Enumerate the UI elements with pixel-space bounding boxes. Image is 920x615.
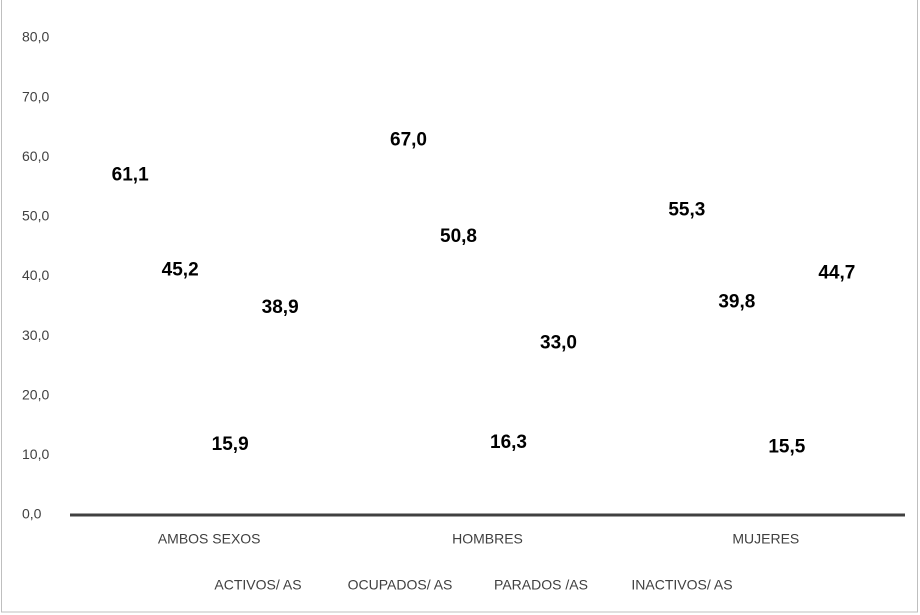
y-tick-label: 50,0 [22,208,49,224]
value-label: 15,5 [768,437,805,458]
y-tick-label: 10,0 [22,446,49,462]
y-tick-label: 30,0 [22,327,49,343]
y-tick-label: 0,0 [22,506,42,522]
value-label: 33,0 [540,332,577,353]
value-label: 38,9 [262,297,299,318]
value-label: 55,3 [668,199,705,220]
x-tick-label: MUJERES [732,531,799,547]
value-label: 61,1 [112,165,149,186]
legend-label: INACTIVOS/ AS [631,577,732,593]
legend-label: ACTIVOS/ AS [214,577,301,593]
legend-label: PARADOS /AS [494,577,588,593]
y-tick-label: 60,0 [22,148,49,164]
y-tick-label: 70,0 [22,88,49,104]
legend-label: OCUPADOS/ AS [348,577,453,593]
value-label: 15,9 [212,434,249,455]
value-label: 45,2 [162,260,199,281]
x-tick-label: AMBOS SEXOS [158,531,261,547]
value-label: 16,3 [490,432,527,453]
x-tick-label: HOMBRES [452,531,523,547]
y-tick-label: 20,0 [22,386,49,402]
value-label: 67,0 [390,130,427,151]
y-tick-label: 40,0 [22,267,49,283]
y-tick-label: 80,0 [22,29,49,45]
value-label: 50,8 [440,226,477,247]
value-label: 44,7 [818,262,855,283]
value-label: 39,8 [718,292,755,313]
